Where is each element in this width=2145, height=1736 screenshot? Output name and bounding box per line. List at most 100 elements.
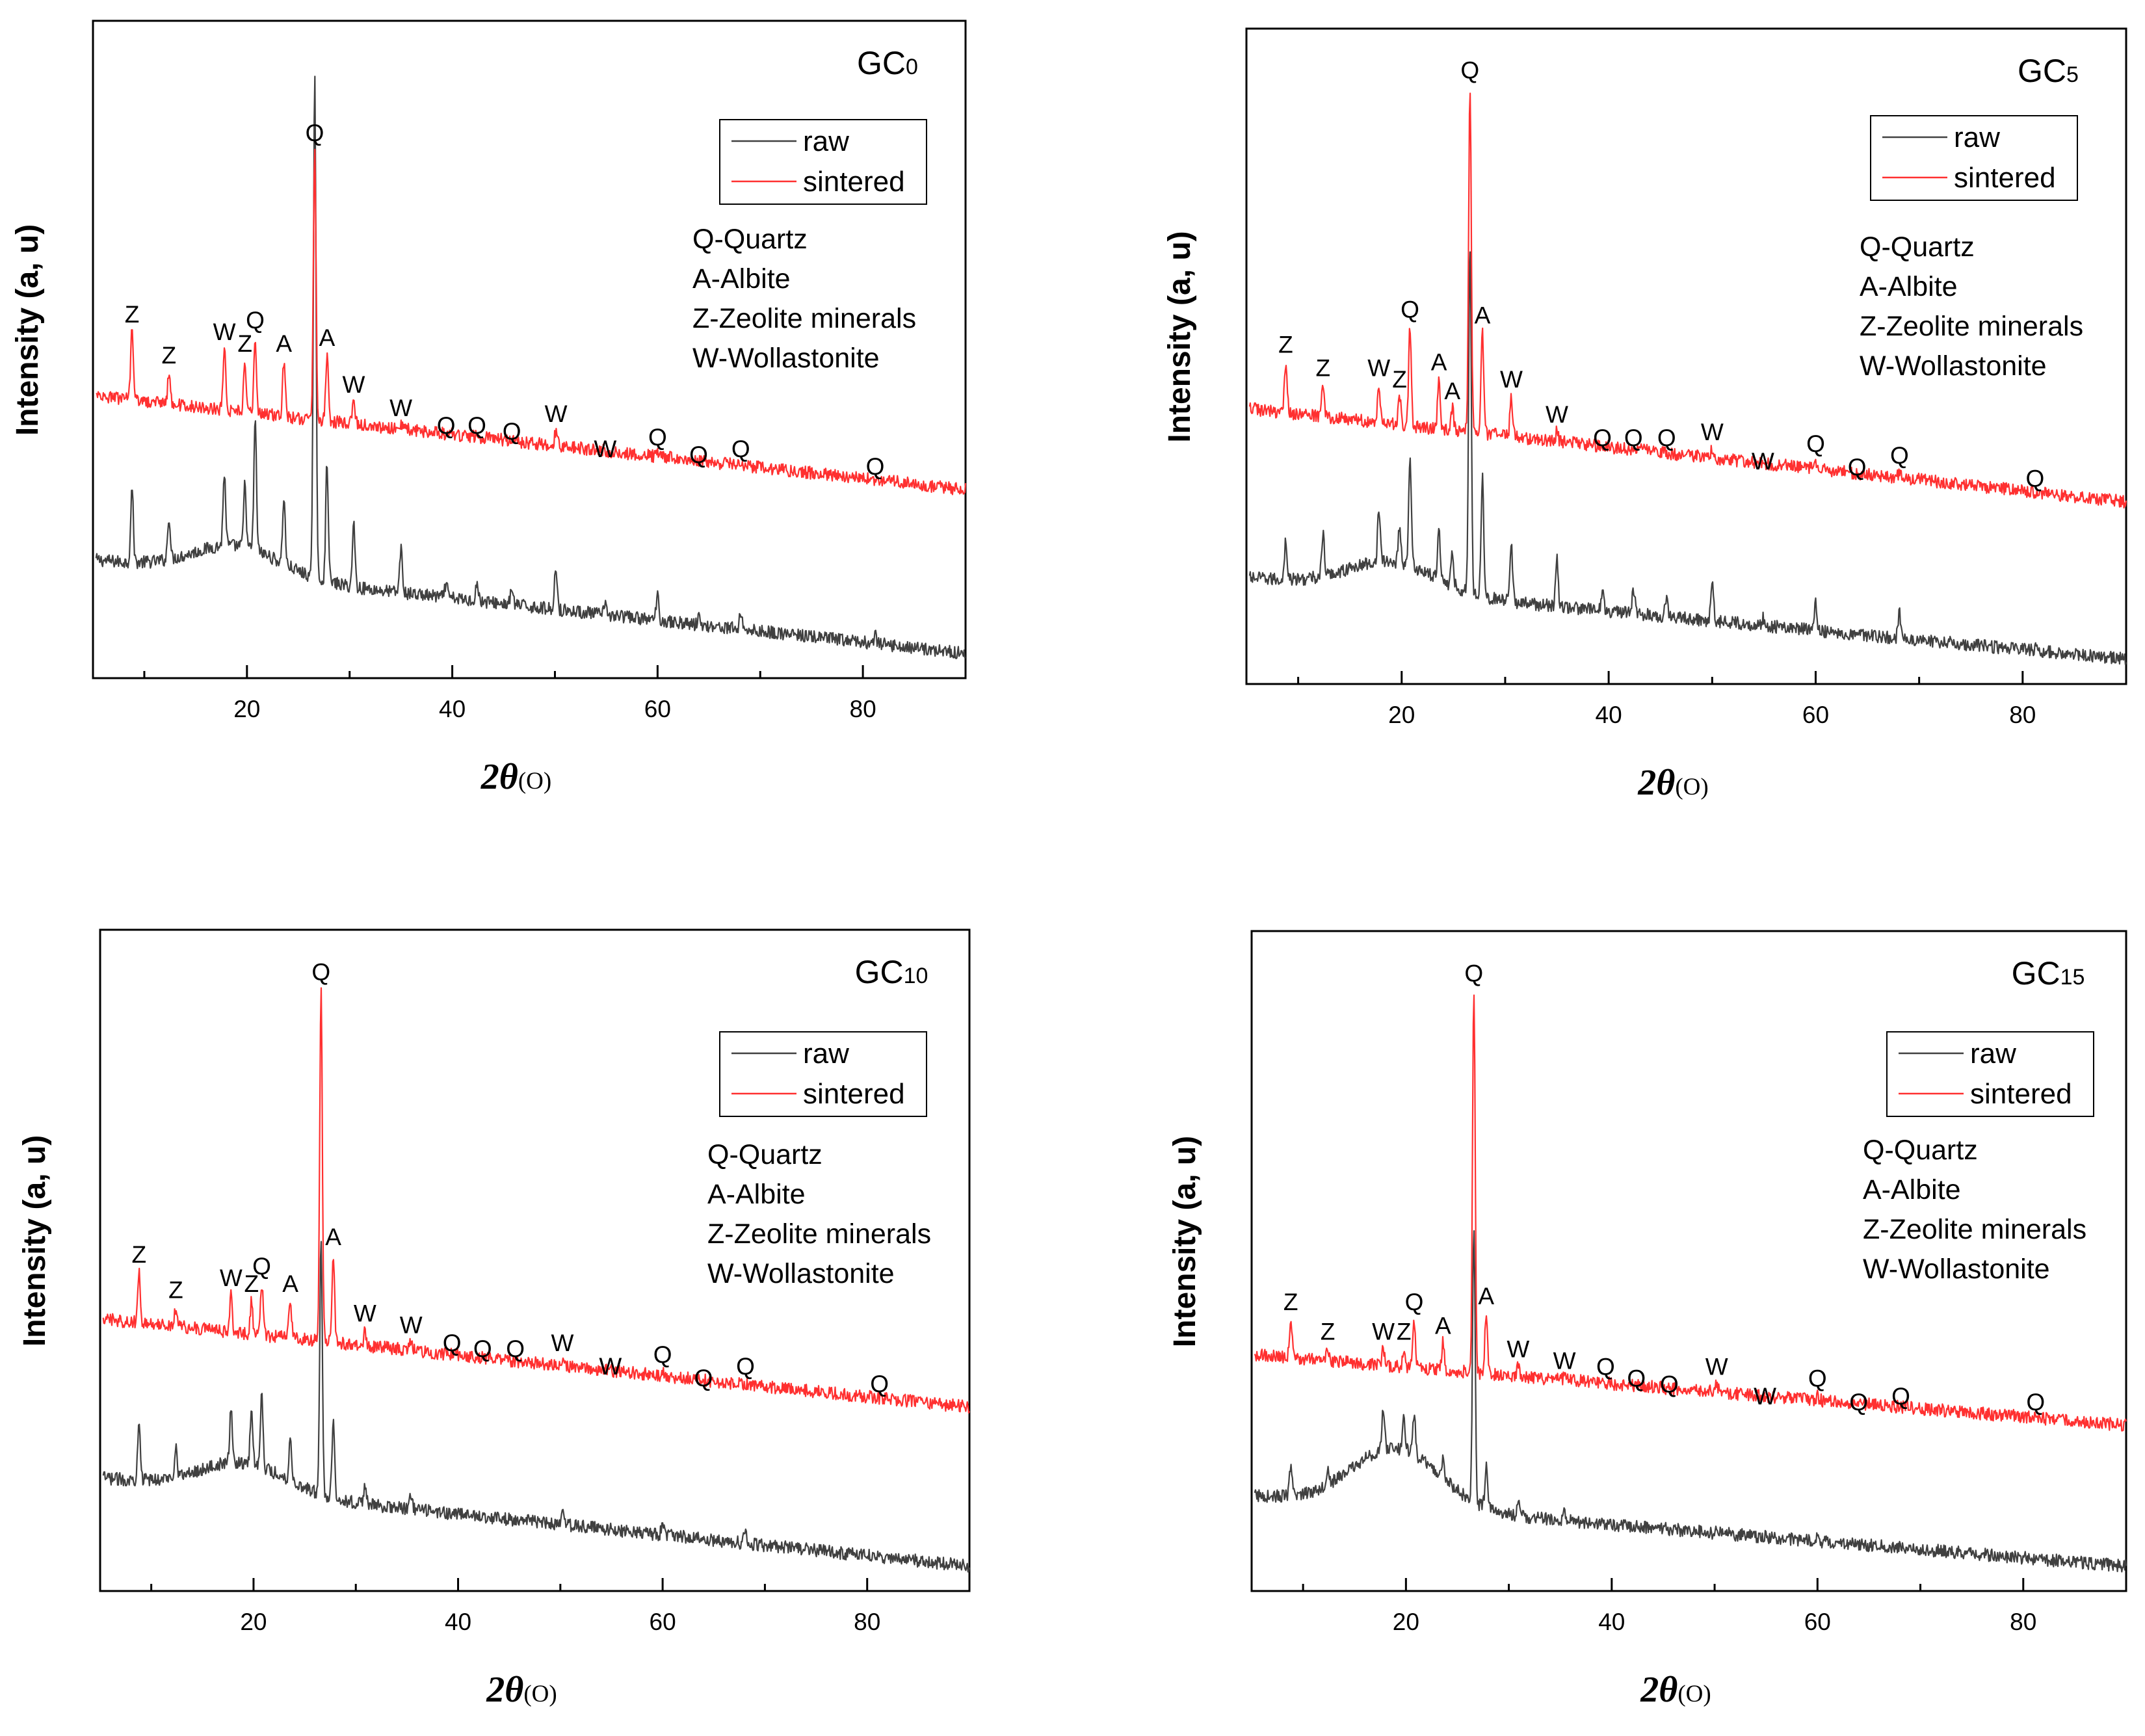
peak-label: Z <box>131 1241 146 1268</box>
x-axis-label: 2θ(O) <box>480 757 551 797</box>
peak-label: W <box>545 401 568 427</box>
y-axis-label: Intensity (a, u) <box>1163 231 1197 442</box>
peak-label: Q <box>1460 57 1479 84</box>
peak-label: Q <box>1405 1289 1424 1315</box>
peak-label: Z <box>168 1276 183 1303</box>
y-axis-label: Intensity (a, u) <box>10 224 45 436</box>
legend-entry: sintered <box>803 166 905 198</box>
series-line-raw <box>95 75 966 659</box>
peak-label: W <box>1367 354 1390 381</box>
x-tick-label: 60 <box>644 696 671 722</box>
peak-label: Q <box>503 418 521 445</box>
peak-label: A <box>319 324 336 351</box>
legend <box>1870 115 2078 201</box>
peak-label: Z <box>125 301 140 328</box>
peak-label: Z <box>244 1270 259 1297</box>
x-tick-label: 80 <box>854 1609 880 1635</box>
peak-label: A <box>1431 349 1447 375</box>
peak-label: W <box>1500 366 1523 393</box>
phase-legend-item: A-Albite <box>1863 1174 1961 1205</box>
peak-label: W <box>220 1265 243 1291</box>
series-line-sintered <box>1248 92 2127 509</box>
peak-label: Z <box>1321 1318 1336 1345</box>
phase-legend-item: Z-Zeolite minerals <box>1863 1214 2086 1245</box>
legend <box>719 119 927 205</box>
peak-label: Q <box>1808 1365 1827 1392</box>
series-line-raw <box>1254 1230 2127 1573</box>
legend-entry: raw <box>803 125 849 157</box>
peak-label: Q <box>1596 1354 1615 1380</box>
peak-label: W <box>1752 448 1774 475</box>
legend <box>719 1031 927 1117</box>
plot-frame <box>1245 27 2127 685</box>
phase-legend-item: Z-Zeolite minerals <box>692 303 916 334</box>
peak-label: Q <box>2026 1389 2045 1415</box>
chart-title: GC5 <box>2018 53 2079 89</box>
peak-label: Z <box>1315 354 1330 381</box>
peak-label: W <box>400 1312 423 1339</box>
peak-label: A <box>325 1224 341 1250</box>
peak-label: Q <box>653 1341 672 1368</box>
peak-label: Z <box>1278 331 1293 358</box>
phase-legend-item: W-Wollastonite <box>1863 1254 2050 1285</box>
legend-entry: raw <box>803 1038 849 1070</box>
peak-label: Q <box>648 424 667 451</box>
peak-label: Q <box>1401 296 1419 323</box>
peak-label: W <box>1546 401 1568 428</box>
series-line-sintered <box>1254 994 2127 1432</box>
x-tick-label: 20 <box>1388 702 1415 728</box>
peak-label: Q <box>694 1365 713 1391</box>
x-tick-label: 60 <box>1802 702 1829 728</box>
peak-label: A <box>1444 378 1460 404</box>
x-axis-label: 2θ(O) <box>1637 763 1708 803</box>
x-tick-label: 20 <box>240 1609 267 1635</box>
peak-label: W <box>551 1330 574 1356</box>
x-tick-label: 60 <box>650 1609 676 1635</box>
peak-label: A <box>1435 1312 1451 1339</box>
peak-label: Z <box>1397 1318 1412 1345</box>
peak-label: Q <box>467 412 486 439</box>
peak-label: Q <box>1657 425 1676 451</box>
peak-label: Q <box>689 441 708 468</box>
x-tick-label: 40 <box>1596 702 1622 728</box>
peak-label: Q <box>1593 425 1612 451</box>
peak-label: Z <box>237 330 252 357</box>
series-line-raw <box>1248 251 2127 665</box>
plot-frame <box>99 928 971 1592</box>
peak-label: Q <box>443 1330 462 1356</box>
x-tick-label: 40 <box>445 1609 471 1635</box>
x-axis-label: 2θ(O) <box>1640 1670 1711 1710</box>
phase-legend-item: A-Albite <box>707 1179 806 1210</box>
x-tick-label: 80 <box>850 696 876 722</box>
x-tick-label: 40 <box>1598 1609 1625 1635</box>
peak-label: Q <box>1891 1383 1910 1410</box>
x-tick-label: 80 <box>2010 1609 2036 1635</box>
peak-label: W <box>1754 1383 1776 1410</box>
peak-label: Q <box>306 120 324 146</box>
peak-label: W <box>1553 1348 1576 1374</box>
peak-label: Q <box>870 1371 889 1397</box>
phase-legend-item: W-Wollastonite <box>707 1258 895 1289</box>
phase-legend-item: Z-Zeolite minerals <box>707 1218 931 1250</box>
phase-legend-item: Q-Quartz <box>692 224 808 255</box>
legend-entry: raw <box>1970 1038 2016 1070</box>
peak-label: W <box>1372 1318 1395 1345</box>
x-tick-label: 20 <box>233 696 260 722</box>
peak-label: Q <box>731 436 750 462</box>
peak-label: Z <box>1283 1289 1298 1315</box>
x-tick-label: 80 <box>2009 702 2036 728</box>
peak-label: Q <box>2026 466 2045 492</box>
peak-label: W <box>389 395 412 421</box>
peak-label: W <box>1705 1354 1728 1380</box>
peak-label: Q <box>1848 454 1867 480</box>
peak-label: W <box>594 436 616 462</box>
peak-label: Q <box>1890 442 1909 469</box>
chart-title: GC0 <box>857 45 918 81</box>
series-line-sintered <box>102 987 971 1414</box>
peak-label: W <box>1701 419 1724 445</box>
